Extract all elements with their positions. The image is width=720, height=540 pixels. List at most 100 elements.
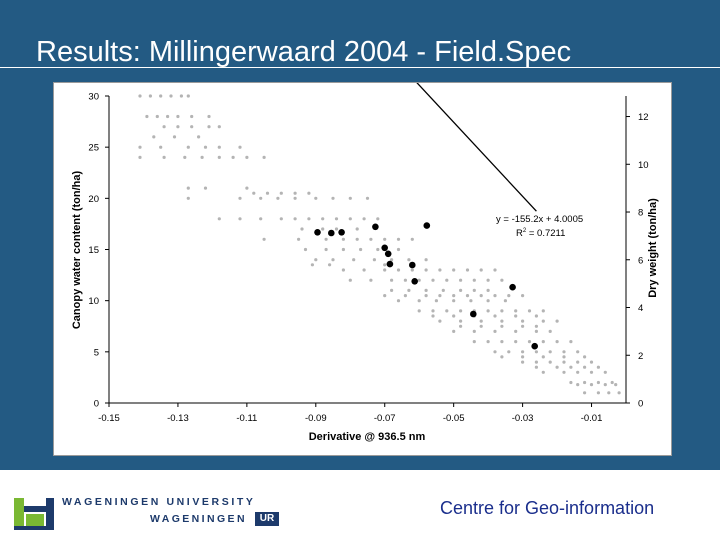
grey-data-point [321,227,325,231]
grey-data-point [334,227,339,231]
grey-data-point [562,360,566,364]
grey-data-point [321,217,325,221]
grey-points-series [138,94,621,395]
grey-data-point [417,309,421,313]
grey-data-point [355,237,359,241]
grey-data-point [331,196,335,200]
grey-data-point [396,237,401,241]
grey-data-point [486,340,490,344]
grey-data-point [176,114,180,119]
grey-data-point [500,340,504,344]
black-data-point [531,342,538,350]
x-axis-title: Derivative @ 936.5 nm [309,431,426,443]
grey-data-point [138,155,142,159]
y-tick-label: 5 [94,347,99,358]
grey-data-point [172,135,177,139]
grey-data-point [265,191,270,195]
y2-axis-ticks: 0 2 4 6 8 10 12 [626,112,649,410]
grey-data-point [493,314,497,318]
grey-data-point [534,314,538,318]
y-tick-label: 20 [88,194,99,205]
grey-data-point [459,278,463,282]
grey-data-point [514,314,518,318]
grey-data-point [486,299,490,303]
black-data-point [372,223,379,231]
grey-data-point [459,288,463,292]
grey-data-point [583,391,587,395]
grey-data-point [307,217,311,221]
grey-data-point [431,309,435,313]
grey-data-point [438,268,442,272]
grey-data-point [293,191,297,195]
trend-equation: y = -155.2x + 4.0005 [496,214,583,225]
grey-data-point [217,145,221,149]
grey-data-point [541,370,545,374]
grey-data-point [355,227,359,231]
grey-data-point [521,355,525,359]
grey-data-point [503,299,507,303]
grey-data-point [190,125,194,129]
grey-data-point [431,314,435,318]
grey-data-point [148,94,152,98]
grey-data-point [472,288,476,292]
y2-tick-label: 10 [638,160,649,171]
grey-data-point [383,263,387,267]
grey-data-point [507,294,511,298]
grey-data-point [541,340,545,344]
grey-data-point [383,294,387,298]
grey-data-point [341,268,345,272]
grey-data-point [169,94,173,98]
grey-data-point [500,278,504,282]
grey-data-point [486,278,490,282]
footer-bar: WAGENINGEN UNIVERSITY WAGENINGEN UR Cent… [0,470,720,540]
grey-data-point [396,268,401,272]
grey-data-point [514,340,518,344]
x-tick-label: -0.09 [305,413,327,424]
grey-data-point [293,196,297,200]
grey-data-point [341,247,345,252]
grey-data-point [238,145,242,149]
grey-data-point [259,217,263,221]
grey-data-point [293,217,297,221]
trend-r-squared: R2 = 0.7211 [516,228,565,239]
grey-data-point [362,217,366,221]
grey-data-point [390,258,394,262]
x-tick-label: -0.03 [512,413,534,424]
grey-data-point [614,383,618,387]
grey-data-point [583,355,587,359]
grey-data-point [186,186,190,190]
grey-data-point [252,191,256,195]
x-tick-label: -0.05 [443,413,465,424]
grey-data-point [383,237,387,241]
grey-data-point [527,309,532,313]
grey-data-point [569,365,573,369]
y-tick-label: 10 [88,296,99,307]
grey-data-point [610,380,614,385]
grey-data-point [514,309,518,313]
grey-data-point [186,196,190,200]
grey-data-point [348,278,352,282]
grey-data-point [417,278,421,282]
grey-data-point [410,268,414,272]
grey-data-point [417,299,421,303]
grey-data-point [369,278,373,282]
black-data-point [386,260,394,268]
grey-data-point [159,94,163,98]
grey-data-point [445,309,449,313]
grey-data-point [438,319,442,323]
grey-data-point [603,370,607,374]
grey-data-point [569,380,573,385]
grey-data-point [279,191,283,195]
grey-data-point [238,217,242,221]
grey-data-point [548,329,552,333]
chart-frame: -0.15 -0.13 -0.11 -0.09 -0.07 -0.05 -0.03 -0.01… [53,82,672,456]
y2-tick-label: 8 [638,208,643,219]
grey-data-point [521,324,525,328]
footer-centre-text: Centre for Geo-information [440,498,655,518]
grey-data-point [162,125,166,129]
grey-data-point [262,155,266,159]
grey-data-point [541,355,545,359]
slide-title: Results: Millingerwaard 2004 - Field.Spe… [36,36,572,68]
y-tick-label: 25 [88,143,99,154]
wageningen-emblem-icon [14,498,54,530]
